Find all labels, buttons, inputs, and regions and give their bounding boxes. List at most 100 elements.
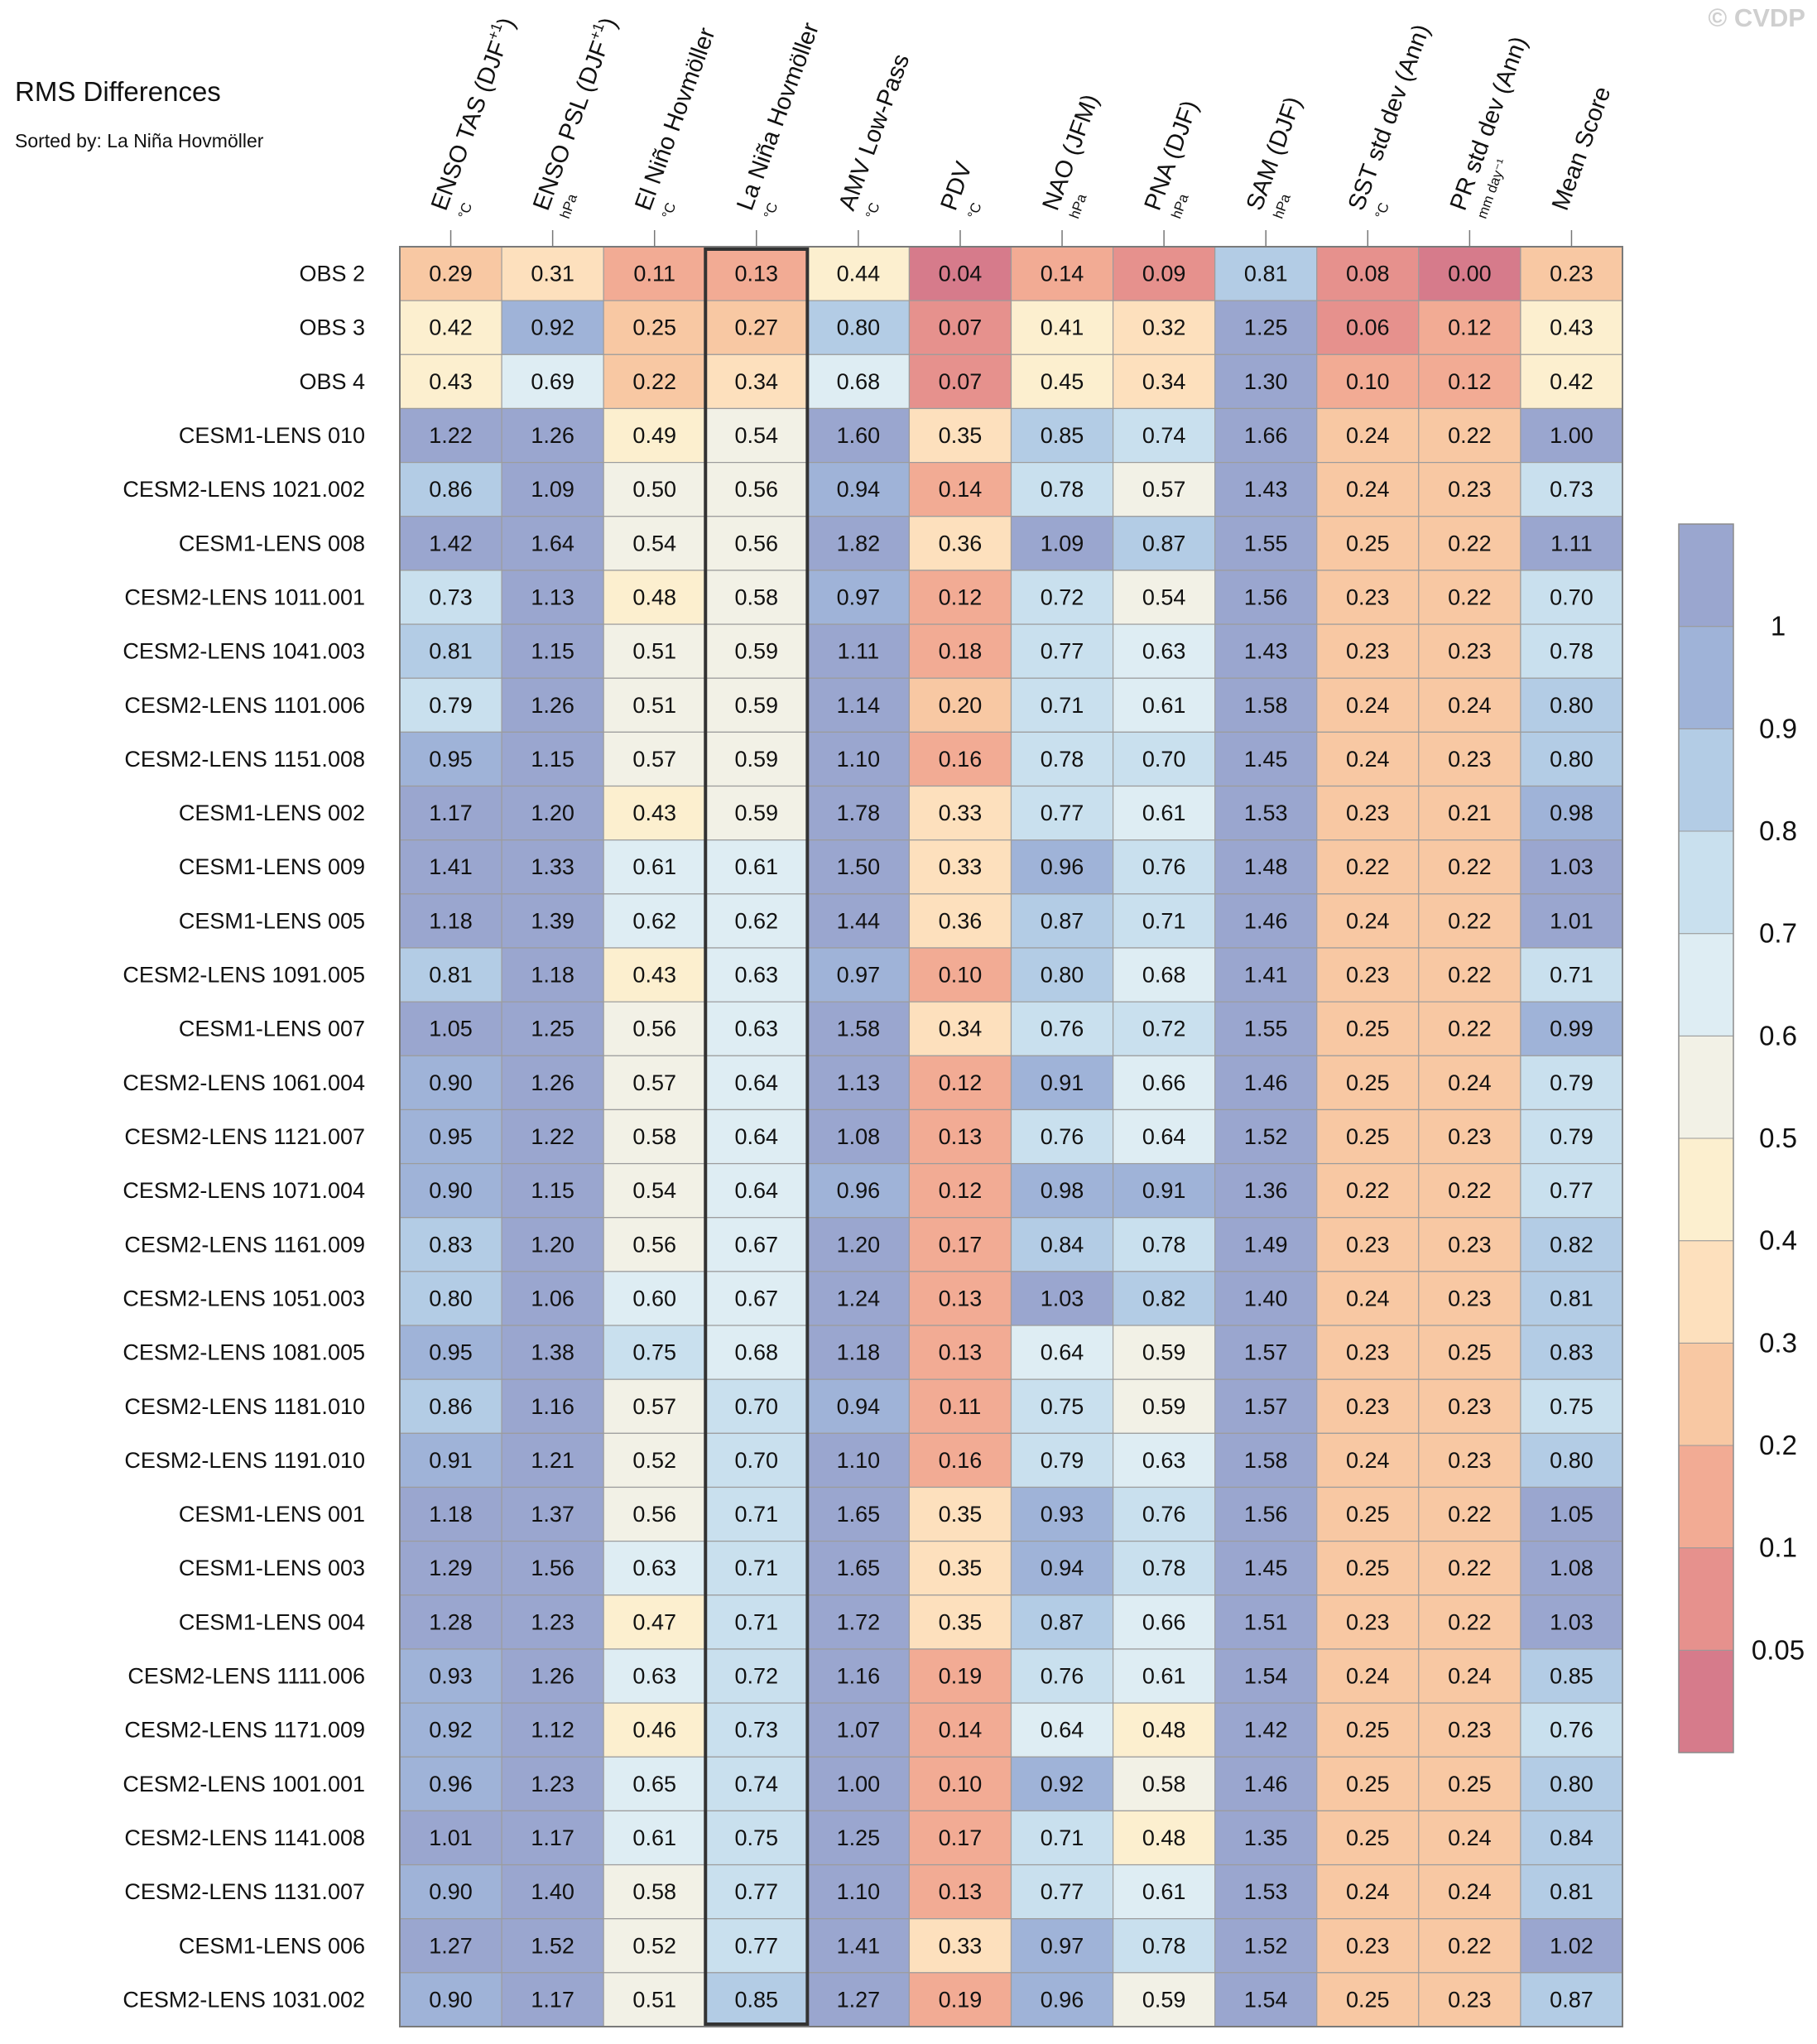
cell-value: 1.09 bbox=[1041, 531, 1084, 555]
heatmap-cell bbox=[806, 516, 911, 571]
cell-value: 1.16 bbox=[531, 1394, 574, 1419]
cell-value: 0.90 bbox=[429, 1070, 473, 1095]
cell-value: 0.22 bbox=[1346, 854, 1390, 879]
cell-value: 0.48 bbox=[632, 584, 676, 609]
heatmap-cell bbox=[399, 570, 502, 625]
heatmap-cell bbox=[1010, 1702, 1114, 1758]
cell-value: 0.68 bbox=[837, 369, 881, 394]
heatmap-cell bbox=[704, 893, 808, 949]
cell-value: 0.23 bbox=[1346, 1933, 1390, 1958]
cell-value: 1.33 bbox=[531, 854, 574, 879]
cell-value: 1.49 bbox=[1244, 1232, 1288, 1257]
colorbar-label: 0.8 bbox=[1759, 815, 1797, 846]
colorbar-label: 1 bbox=[1771, 611, 1786, 642]
column-header: AMV Low-Pass°C bbox=[834, 50, 915, 220]
heatmap-cell bbox=[1316, 1541, 1420, 1596]
cell-value: 0.74 bbox=[1142, 423, 1186, 448]
heatmap-cell bbox=[1418, 1271, 1521, 1326]
heatmap-cell bbox=[806, 947, 911, 1003]
cell-value: 0.25 bbox=[632, 315, 676, 340]
cell-value: 0.49 bbox=[632, 423, 676, 448]
cell-value: 0.24 bbox=[1346, 1664, 1390, 1689]
column-header: Mean Score bbox=[1547, 84, 1617, 214]
heatmap-cell bbox=[1214, 246, 1318, 301]
cell-value: 1.11 bbox=[1550, 531, 1593, 555]
cell-value: 0.61 bbox=[1142, 801, 1186, 825]
cell-value: 1.03 bbox=[1550, 854, 1593, 879]
cell-value: 0.22 bbox=[1448, 423, 1492, 448]
cell-value: 0.72 bbox=[1041, 584, 1084, 609]
colorbar-border bbox=[1678, 523, 1734, 1753]
heatmap-cell bbox=[603, 1271, 706, 1326]
cell-value: 0.86 bbox=[429, 1394, 473, 1419]
heatmap-cell bbox=[1418, 1864, 1521, 1920]
heatmap-cell bbox=[1112, 1864, 1216, 1920]
cell-value: 0.87 bbox=[1041, 1609, 1084, 1634]
cell-value: 0.12 bbox=[1448, 369, 1492, 394]
cell-value: 0.80 bbox=[837, 315, 881, 340]
heatmap-cell bbox=[704, 1918, 808, 1974]
heatmap-cell bbox=[1418, 1702, 1521, 1758]
heatmap-cell bbox=[501, 1055, 604, 1111]
cell-value: 0.70 bbox=[1550, 584, 1593, 609]
heatmap-cell bbox=[603, 1055, 706, 1111]
cell-value: 0.24 bbox=[1448, 1825, 1492, 1850]
cell-value: 0.22 bbox=[1448, 1933, 1492, 1958]
heatmap-cell bbox=[908, 785, 1012, 841]
heatmap-cell bbox=[1010, 1972, 1114, 2027]
heatmap-cell bbox=[908, 947, 1012, 1003]
cell-value: 0.81 bbox=[1550, 1879, 1593, 1904]
heatmap-cell bbox=[603, 1001, 706, 1056]
cell-value: 0.52 bbox=[632, 1448, 676, 1473]
cell-value: 0.71 bbox=[735, 1556, 779, 1580]
cell-value: 0.87 bbox=[1142, 531, 1186, 555]
cell-value: 0.56 bbox=[735, 531, 779, 555]
sorted-column-highlight bbox=[704, 248, 810, 2026]
heatmap-cell bbox=[1214, 893, 1318, 949]
cell-value: 0.23 bbox=[1346, 1394, 1390, 1419]
heatmap-cell bbox=[1010, 1001, 1114, 1056]
column-header: ENSO TAS (DJF+1)°C bbox=[426, 14, 521, 220]
heatmap-cell bbox=[501, 1541, 604, 1596]
cell-value: 0.22 bbox=[1448, 1556, 1492, 1580]
heatmap-cell bbox=[1520, 947, 1623, 1003]
cell-value: 0.19 bbox=[939, 1664, 983, 1689]
row-label: CESM2-LENS 1011.001 bbox=[124, 584, 365, 609]
cell-value: 1.44 bbox=[837, 908, 881, 933]
heatmap-cell bbox=[1112, 1217, 1216, 1272]
colorbar-label: 0.2 bbox=[1759, 1430, 1797, 1460]
cell-value: 0.93 bbox=[1041, 1502, 1084, 1527]
cell-value: 0.91 bbox=[1142, 1178, 1186, 1203]
cell-value: 0.59 bbox=[735, 693, 779, 718]
column-unit: hPa bbox=[557, 191, 580, 220]
heatmap-cell bbox=[908, 1271, 1012, 1326]
cell-value: 0.52 bbox=[632, 1933, 676, 1958]
cell-value: 0.23 bbox=[1346, 1232, 1390, 1257]
column-header: NAO (JFM)hPa bbox=[1038, 91, 1104, 221]
cell-value: 1.10 bbox=[837, 1879, 881, 1904]
cell-value: 0.22 bbox=[1448, 531, 1492, 555]
cell-value: 0.43 bbox=[632, 963, 676, 988]
cell-value: 1.51 bbox=[1244, 1609, 1288, 1634]
cell-value: 1.56 bbox=[1244, 584, 1288, 609]
cell-value: 0.21 bbox=[1448, 801, 1492, 825]
heatmap-cell bbox=[1418, 731, 1521, 787]
cell-value: 0.59 bbox=[735, 801, 779, 825]
cell-value: 1.26 bbox=[531, 1664, 574, 1689]
cell-value: 0.76 bbox=[1550, 1718, 1593, 1743]
cell-value: 0.23 bbox=[1448, 1448, 1492, 1473]
heatmap-cell bbox=[1418, 1541, 1521, 1596]
heatmap-cell bbox=[1112, 1810, 1216, 1866]
heatmap-cell bbox=[399, 1864, 502, 1920]
heatmap-cell bbox=[1316, 893, 1420, 949]
heatmap-cell bbox=[1418, 1109, 1521, 1165]
cell-value: 0.23 bbox=[1448, 1124, 1492, 1149]
cell-value: 0.23 bbox=[1448, 1232, 1492, 1257]
column-label: SAM (DJF) bbox=[1242, 94, 1307, 214]
cell-value: 1.26 bbox=[531, 693, 574, 718]
heatmap-cell bbox=[1418, 570, 1521, 625]
cell-value: 0.95 bbox=[429, 747, 473, 772]
heatmap-cell bbox=[501, 1162, 604, 1219]
heatmap-cell bbox=[603, 1702, 706, 1758]
heatmap-cell bbox=[1418, 839, 1521, 895]
